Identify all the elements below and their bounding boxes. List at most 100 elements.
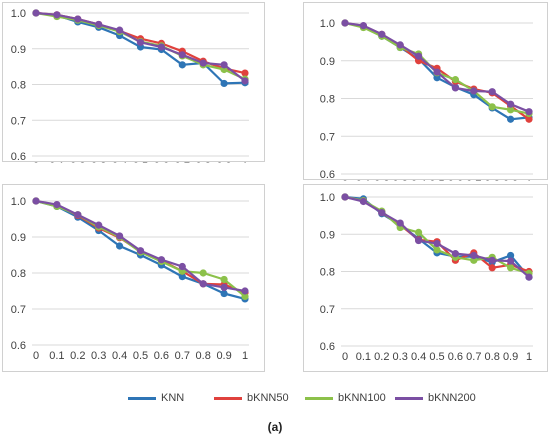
series-line-knn [344,195,530,278]
y-tick-label: 0.9 [11,44,26,56]
x-tick-label: 0.9 [216,350,231,362]
x-tick-label: 0.4 [411,179,426,181]
line-chart-bottom-left: 0.6 0.7 0.8 0.9 1.0 0 0.1 0.2 0.3 0.4 0.5 0.6 0.7 0.8… [11,196,249,362]
x-tick-label: 0.8 [485,179,500,181]
legend-label-bknn50: bKNN50 [247,392,289,404]
data-point-bknn200 [220,61,228,69]
series-line-bknn200 [344,195,530,278]
data-point-bknn200 [136,247,145,255]
y-tick-label: 1.0 [11,196,26,208]
x-tick-label: 0.2 [374,351,389,363]
data-point-bknn200 [470,87,478,95]
data-point-bknn200 [32,9,40,17]
data-point-bknn200 [433,239,441,248]
legend-swatch-bknn100 [305,396,333,400]
x-tick-label: 0.9 [216,161,231,163]
data-point-bknn50 [241,69,249,77]
x-tick-label: 1 [526,351,532,363]
x-tick-label: 0 [33,350,39,362]
data-point-bknn200 [116,26,124,34]
data-point-bknn100 [451,76,459,84]
data-point-bknn200 [95,221,103,229]
series-line-bknn200 [35,199,246,293]
data-point-bknn100 [415,228,423,236]
data-point-bknn200 [378,30,386,38]
x-tick-label: 1 [242,350,248,362]
x-tick-label: 0.5 [133,350,148,362]
y-tick-label: 0.8 [11,268,26,280]
x-tick-label: 0 [342,179,348,181]
chart-panel-top-left: 0.6 0.7 0.8 0.9 1.0 0 0.1 0.2 0.3 0.4 0.5 0.6 0.7 0.8… [2,2,265,163]
data-point-bknn200 [199,280,207,288]
legend-item-bknn200: bKNN200 [395,388,476,408]
data-point-bknn200 [53,201,61,209]
y-tick-label: 0.8 [320,94,335,106]
data-point-bknn200 [341,19,349,27]
data-point-bknn200 [220,283,228,291]
legend-swatch-bknn50 [214,396,242,400]
data-point-bknn100 [507,264,515,272]
y-tick-label: 1.0 [320,18,335,30]
x-tick-label: 0.5 [429,351,444,363]
data-point-bknn200 [415,52,423,60]
line-chart-bottom-right: 0.60.70.80.91.00 0.1 0.2 0.3 0.4 0.5 0.6 0.7 0.8… [320,192,533,363]
data-point-bknn200 [241,287,249,295]
x-tick-label: 0.3 [393,179,408,181]
data-point-bknn200 [470,251,478,260]
data-point-bknn200 [359,197,367,206]
data-point-bknn200 [488,256,496,264]
data-point-bknn50 [488,264,496,272]
data-point-knn [507,251,515,260]
x-tick-label: 0.2 [70,350,85,362]
data-point-bknn200 [241,77,249,85]
legend-item-bknn50: bKNN50 [214,388,289,408]
data-point-bknn200 [433,68,441,76]
data-point-bknn200 [178,51,186,59]
x-tick-label: 0.6 [448,351,463,363]
x-tick-label: 0 [33,161,39,163]
x-tick-label: 0.9 [503,179,518,181]
x-tick-label: 0.7 [466,179,481,181]
data-point-bknn100 [488,103,496,111]
legend-label-bknn100: bKNN100 [338,392,386,404]
data-point-bknn200 [136,38,145,46]
data-point-bknn200 [116,232,124,240]
chart-panel-bottom-right: 0.6 0.7 0.8 0.9 1.0 0 0.1 0.2 0.3 0.4 0.5 0.6 0.7 0.8… [303,184,548,372]
x-tick-label: 0.3 [91,161,106,163]
data-point-bknn200 [74,211,82,219]
y-tick-label: 0.7 [320,131,335,143]
y-tick-label: 0.9 [320,229,335,241]
x-tick-label: 0.6 [154,161,169,163]
data-point-bknn200 [525,108,533,116]
data-point-bknn200 [341,193,349,201]
data-point-bknn100 [220,275,228,284]
x-tick-label: 0.1 [49,161,64,163]
x-tick-label: 0.8 [485,351,500,363]
series-line-bknn50 [35,199,246,294]
x-tick-label: 0.5 [133,161,148,163]
x-tick-label: 0.3 [393,351,408,363]
data-point-bknn200 [53,11,61,19]
x-tick-label: 0.2 [70,161,85,163]
chart-panel-bottom-left: 0.6 0.7 0.8 0.9 1.0 0 0.1 0.2 0.3 0.4 0.5 0.6 0.7 0.8… [2,184,265,372]
x-tick-label: 0.3 [91,350,106,362]
y-tick-label: 1.0 [320,192,335,204]
data-point-knn [178,273,186,281]
data-point-bknn200 [199,59,207,67]
data-point-bknn200 [32,197,40,205]
line-chart-top-left: 0.6 0.7 0.8 0.9 1.0 0 0.1 0.2 0.3 0.4 0.5 0.6 0.7 0.8… [11,8,249,163]
x-tick-label: 0.1 [356,351,371,363]
data-point-knn [178,61,186,69]
chart-panel-top-right: 0.60.70.80.91.000.10.20.30.40.50.60.70.8… [303,2,548,181]
data-point-bknn100 [433,246,441,254]
data-point-bknn100 [199,269,207,277]
line-chart-top-right: 0.60.70.80.91.000.10.20.30.40.50.60.70.8… [320,18,533,181]
data-point-knn [220,79,228,88]
data-point-bknn200 [451,250,459,258]
legend-item-knn: KNN [128,388,184,408]
data-point-bknn200 [359,22,367,30]
x-tick-label: 0.4 [411,351,426,363]
x-tick-label: 0.7 [175,350,190,362]
x-tick-label: 0 [342,351,348,363]
y-tick-label: 0.7 [11,304,26,316]
